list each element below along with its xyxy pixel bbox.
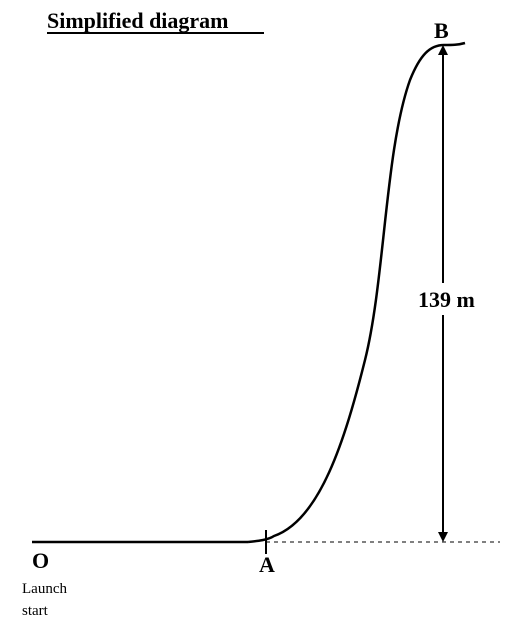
origin-caption-line2: start xyxy=(22,603,49,619)
point-b-label: B xyxy=(434,18,449,43)
point-a-label: A xyxy=(259,552,275,577)
height-label-bg xyxy=(415,283,497,315)
point-o-label: O xyxy=(32,548,49,573)
height-label: 139 m xyxy=(418,287,475,312)
origin-caption-line1: Launch xyxy=(22,581,67,597)
diagram-title: Simplified diagram xyxy=(47,8,229,33)
